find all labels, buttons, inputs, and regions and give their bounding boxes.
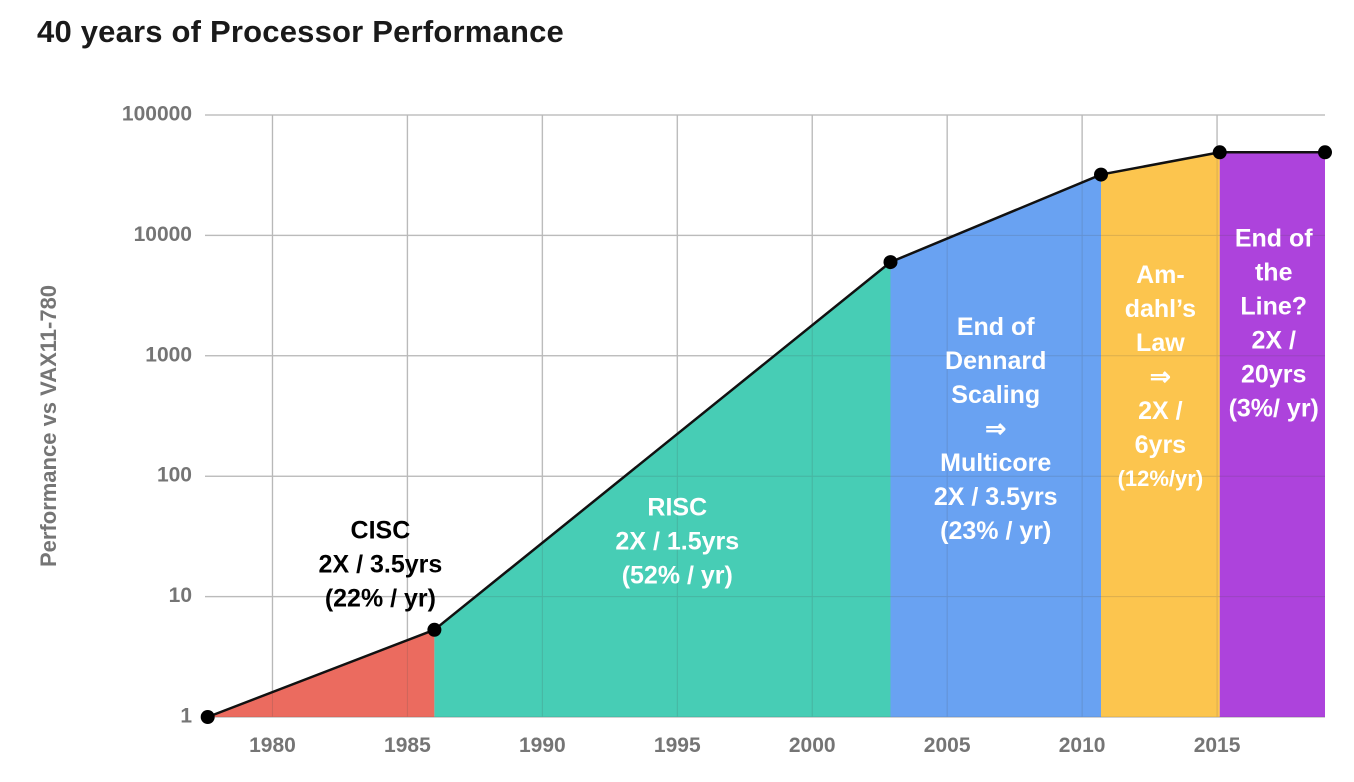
data-point: [200, 710, 215, 724]
y-tick-label: 10000: [134, 223, 192, 246]
era-label-dennard: End of Dennard Scaling ⇒ Multicore 2X / 3.5yr…: [934, 313, 1058, 545]
era-label-end-of-line: End of the Line? 2X / 20yrs (3%/ yr): [1229, 225, 1319, 423]
performance-line: [207, 151, 1325, 719]
era-label-line: RISC: [647, 493, 707, 521]
grid-overlay: [205, 114, 1325, 718]
data-point: [1094, 167, 1108, 182]
era-label-line: 6yrs: [1135, 431, 1186, 459]
x-tick-label: 2010: [1059, 734, 1106, 757]
era-label-line: (52% / yr): [622, 561, 733, 589]
era-label-line: 2X / 3.5yrs: [319, 550, 443, 578]
era-label-line: 2X /: [1251, 327, 1296, 355]
era-label-risc: RISC 2X / 1.5yrs (52% / yr): [615, 493, 739, 589]
era-label-line: Multicore: [940, 449, 1051, 477]
data-point: [1318, 145, 1332, 160]
era-area-amdahl: [1101, 152, 1220, 717]
era-label-line: End of: [1235, 225, 1313, 253]
era-label-line: Scaling: [951, 381, 1040, 409]
x-tick-label: 2005: [924, 734, 971, 757]
era-area-risc: [434, 262, 891, 717]
era-label-line: Am-: [1136, 261, 1185, 289]
y-tick-label: 1: [180, 705, 192, 728]
era-label-amdahl: Am-dahl’s Law ⇒ 2X / 6yrs (12%/yr): [1118, 261, 1204, 491]
x-tick-label: 1990: [519, 734, 566, 757]
era-area-end-of-line: [1219, 152, 1325, 717]
era-label-line: (12%/yr): [1118, 466, 1204, 491]
era-label-line: 2X /: [1138, 397, 1183, 425]
era-label-line: dahl’s: [1125, 295, 1196, 323]
data-point: [427, 622, 442, 637]
era-area-dennard: [890, 174, 1101, 717]
era-label-line: Law: [1136, 329, 1185, 357]
y-axis-label: Performance vs VAX11-780: [36, 285, 61, 567]
x-tick-label: 1985: [384, 734, 431, 757]
data-point: [883, 255, 898, 270]
era-label-line: the: [1255, 259, 1293, 287]
x-tick-label: 2015: [1194, 734, 1241, 757]
y-tick-label: 10: [169, 584, 192, 607]
era-label-line: ⇒: [1150, 363, 1171, 391]
x-tick-label: 2000: [789, 734, 836, 757]
era-label-line: 20yrs: [1241, 361, 1306, 389]
y-tick-label: 100: [157, 464, 192, 487]
era-label-line: Line?: [1240, 293, 1307, 321]
era-label-line: End of: [957, 313, 1035, 341]
data-point: [1212, 145, 1227, 160]
x-tick-label: 1980: [249, 734, 296, 757]
era-label-line: Dennard: [945, 347, 1046, 375]
chart-title: 40 years of Processor Performance: [37, 14, 564, 49]
era-label-line: (3%/ yr): [1229, 395, 1319, 423]
y-tick-label: 100000: [122, 103, 192, 126]
era-label-line: ⇒: [985, 415, 1006, 443]
y-tick-label: 1000: [145, 343, 192, 366]
era-label-cisc: CISC 2X / 3.5yrs (22% / yr): [319, 516, 443, 612]
era-label-line: 2X / 1.5yrs: [615, 527, 739, 555]
era-label-line: CISC: [351, 516, 411, 544]
era-label-line: 2X / 3.5yrs: [934, 483, 1058, 511]
x-tick-label: 1995: [654, 734, 701, 757]
era-label-line: (23% / yr): [940, 517, 1051, 545]
era-label-line: (22% / yr): [325, 584, 436, 612]
era-regions: [207, 152, 1325, 717]
